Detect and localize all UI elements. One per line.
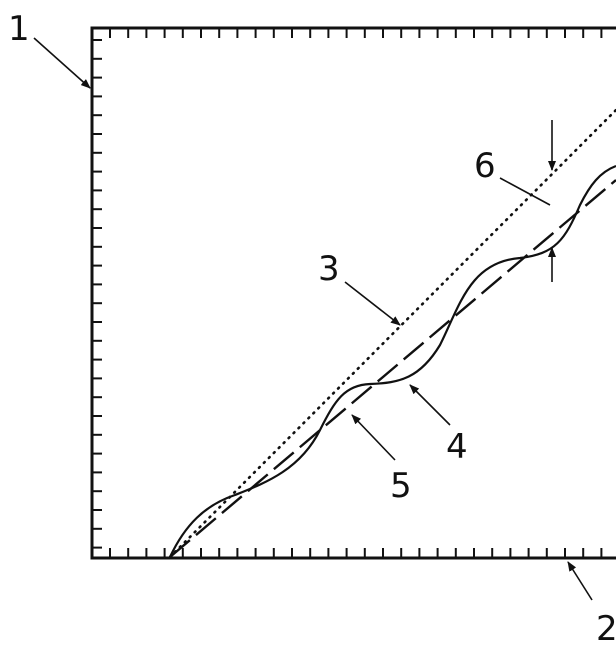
label-4: 4: [446, 427, 468, 467]
left-scale-ticks: [92, 39, 102, 549]
label-1: 1: [8, 9, 30, 49]
leader-6: [499, 177, 551, 206]
leader-3: [344, 281, 401, 326]
bottom-scale-ticks: [109, 548, 603, 558]
label-5: 5: [390, 466, 412, 506]
leader-1: [33, 37, 91, 89]
leader-5: [351, 414, 396, 461]
leader-2: [567, 561, 593, 601]
ideal-line: [168, 108, 616, 559]
label-6: 6: [474, 146, 496, 186]
measured-curve: [169, 164, 616, 558]
top-scale-ticks: [109, 28, 603, 38]
scale-frame: [90, 26, 616, 560]
label-2: 2: [596, 609, 616, 646]
fitted-line: [169, 179, 616, 558]
label-3: 3: [318, 249, 340, 289]
leader-4: [409, 384, 451, 426]
